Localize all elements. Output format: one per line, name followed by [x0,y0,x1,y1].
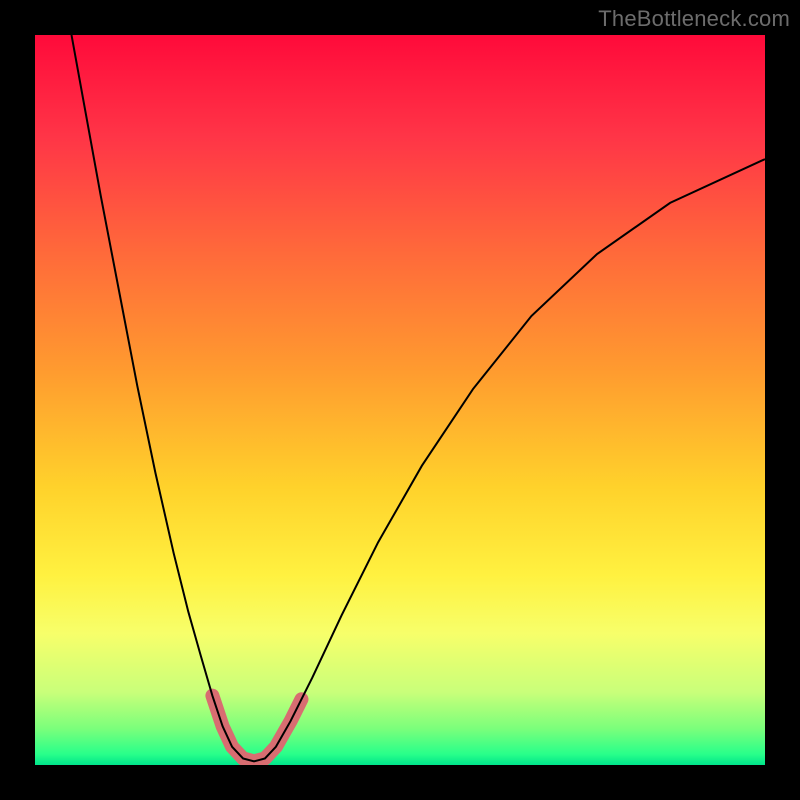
watermark-text: TheBottleneck.com [598,6,790,32]
v-curve-line [72,35,766,761]
chart-svg [35,35,765,765]
bottom-u-marker [212,696,301,762]
stage: TheBottleneck.com [0,0,800,800]
plot-area [35,35,765,765]
